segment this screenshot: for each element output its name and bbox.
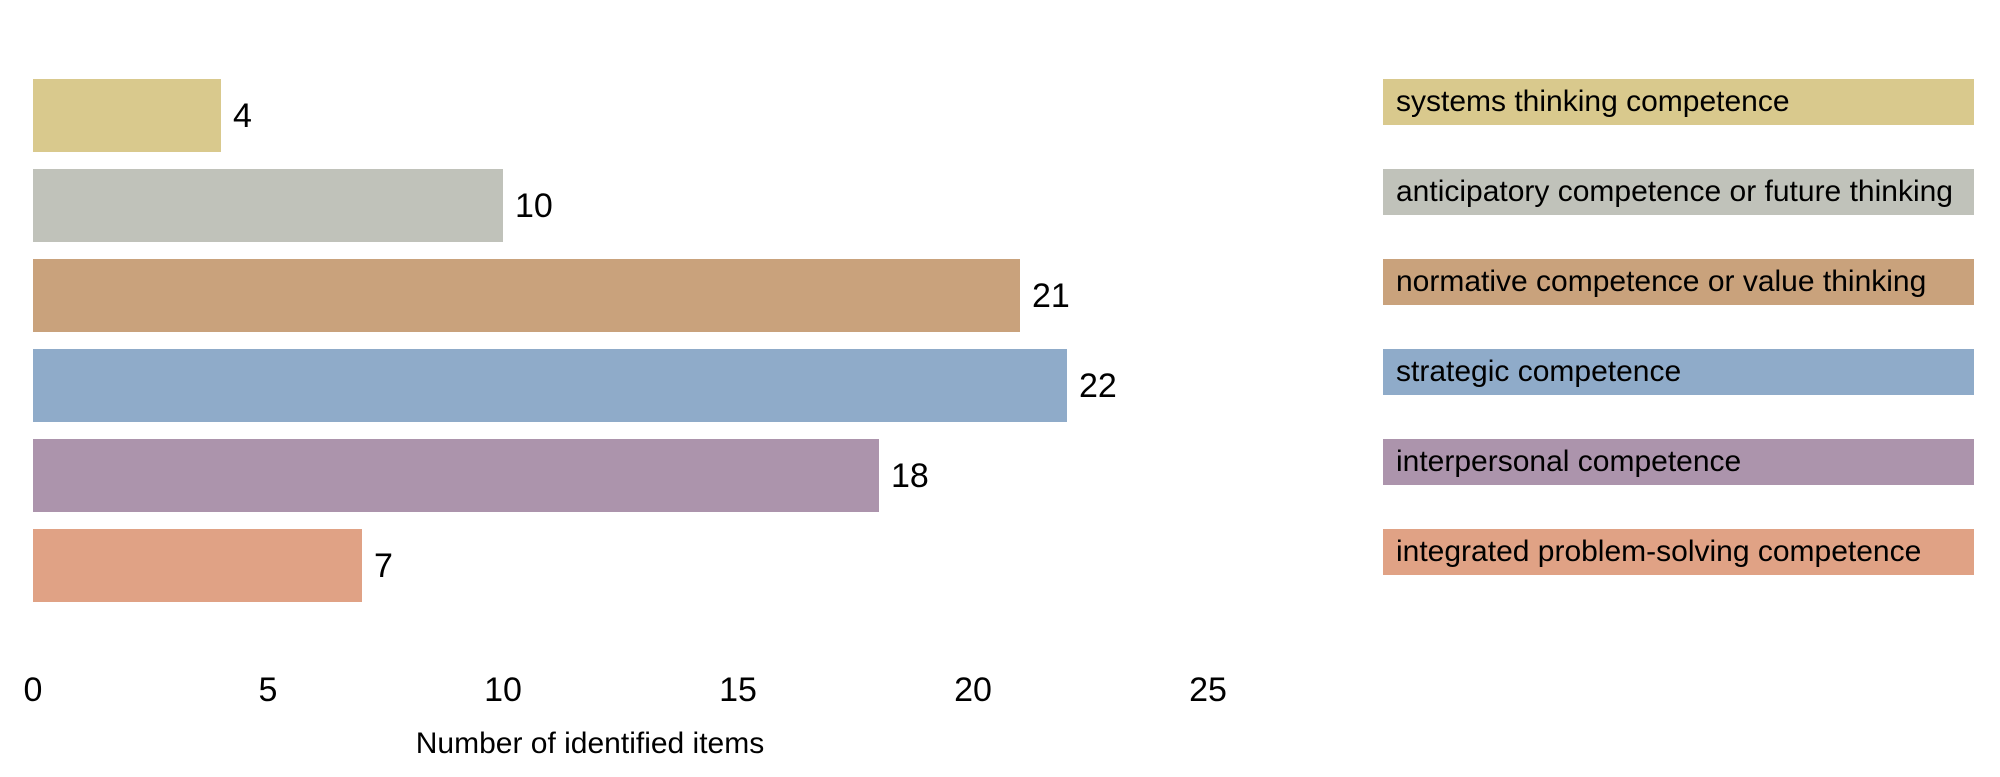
x-tick: 15 [719,671,757,709]
bar-row: 4 [33,79,341,152]
bar-interpersonal [33,439,879,512]
legend-label: systems thinking competence [1396,85,1790,118]
x-tick: 25 [1189,671,1227,709]
bar-row: 10 [33,169,623,242]
x-tick: 0 [23,671,43,709]
x-tick: 20 [954,671,992,709]
bar-row: 21 [33,259,1140,332]
legend-label: integrated problem-solving competence [1396,535,1922,568]
legend-label: interpersonal competence [1396,445,1742,478]
x-axis: 0 5 10 15 20 25 [0,672,2000,708]
legend-item-integrated: integrated problem-solving competence [1383,529,1974,575]
value-label: 22 [1079,366,1117,405]
value-label: 4 [233,96,252,135]
bar-row: 22 [33,349,1187,422]
value-label: 18 [891,456,929,495]
bar-strategic [33,349,1067,422]
x-tick: 10 [484,671,522,709]
bar-integrated [33,529,362,602]
x-tick: 5 [258,671,278,709]
bar-anticipatory [33,169,503,242]
value-label: 10 [515,186,553,225]
legend: systems thinking competence anticipatory… [1383,0,1974,777]
x-axis-title: Number of identified items [415,727,765,760]
value-label: 7 [374,546,393,585]
legend-item-anticipatory: anticipatory competence or future thinki… [1383,169,1974,215]
legend-label: strategic competence [1396,355,1682,388]
legend-label: anticipatory competence or future thinki… [1396,175,1953,208]
legend-item-systems-thinking: systems thinking competence [1383,79,1974,125]
value-label: 21 [1032,276,1070,315]
legend-item-strategic: strategic competence [1383,349,1974,395]
legend-item-normative: normative competence or value thinking [1383,259,1974,305]
bar-row: 18 [33,439,999,512]
legend-item-interpersonal: interpersonal competence [1383,439,1974,485]
bar-normative [33,259,1020,332]
bar-row: 7 [33,529,482,602]
legend-label: normative competence or value thinking [1396,265,1927,298]
bar-systems-thinking [33,79,221,152]
